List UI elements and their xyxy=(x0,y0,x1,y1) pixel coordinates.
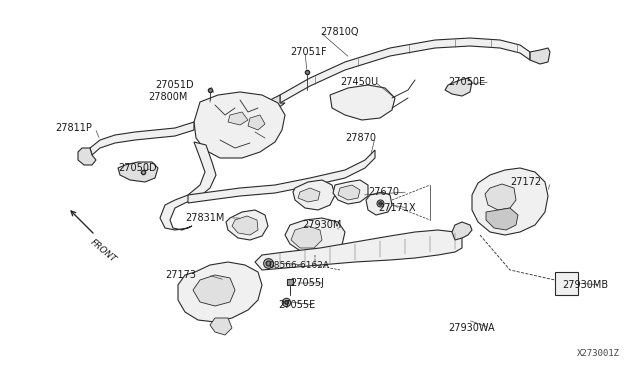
Polygon shape xyxy=(445,78,472,96)
Text: 27172: 27172 xyxy=(510,177,541,187)
Text: 27450U: 27450U xyxy=(340,77,378,87)
Polygon shape xyxy=(298,188,320,202)
Polygon shape xyxy=(330,85,395,120)
Polygon shape xyxy=(160,142,216,230)
Polygon shape xyxy=(78,148,96,165)
Text: 27055J: 27055J xyxy=(290,278,324,288)
Text: 08566-6162A: 08566-6162A xyxy=(268,260,329,269)
Text: FRONT: FRONT xyxy=(88,238,117,264)
Polygon shape xyxy=(285,218,345,255)
Text: 27173: 27173 xyxy=(165,270,196,280)
Polygon shape xyxy=(280,38,530,103)
Polygon shape xyxy=(118,162,158,182)
Polygon shape xyxy=(226,210,268,240)
Polygon shape xyxy=(255,230,462,270)
Text: 27050D: 27050D xyxy=(118,163,157,173)
Text: 27051F: 27051F xyxy=(290,47,326,57)
Polygon shape xyxy=(194,92,285,158)
Text: 27870: 27870 xyxy=(345,133,376,143)
Polygon shape xyxy=(90,122,194,155)
Text: X273001Z: X273001Z xyxy=(577,349,620,358)
Polygon shape xyxy=(293,180,335,210)
Polygon shape xyxy=(472,168,548,235)
Text: 27811P: 27811P xyxy=(55,123,92,133)
Polygon shape xyxy=(333,180,368,204)
Polygon shape xyxy=(555,272,578,295)
Polygon shape xyxy=(210,318,232,335)
Polygon shape xyxy=(338,185,360,200)
Polygon shape xyxy=(188,150,375,203)
Text: 27930M: 27930M xyxy=(302,220,341,230)
Polygon shape xyxy=(452,222,472,240)
Polygon shape xyxy=(232,216,258,235)
Polygon shape xyxy=(485,184,516,210)
Polygon shape xyxy=(366,192,392,215)
Text: 27800M: 27800M xyxy=(148,92,188,102)
Polygon shape xyxy=(248,115,265,130)
Polygon shape xyxy=(193,275,235,306)
Polygon shape xyxy=(228,112,248,125)
Polygon shape xyxy=(486,208,518,230)
Text: 27930MB: 27930MB xyxy=(562,280,608,290)
Text: 27051D: 27051D xyxy=(155,80,194,90)
Text: 27171X: 27171X xyxy=(378,203,415,213)
Text: 27050E: 27050E xyxy=(448,77,485,87)
Polygon shape xyxy=(530,48,550,64)
Text: 27670: 27670 xyxy=(368,187,399,197)
Text: 27930WA: 27930WA xyxy=(448,323,495,333)
Text: 27055E: 27055E xyxy=(278,300,316,310)
Polygon shape xyxy=(178,262,262,322)
Polygon shape xyxy=(268,95,285,108)
Polygon shape xyxy=(291,226,322,248)
Text: 27810Q: 27810Q xyxy=(320,27,358,37)
Text: 27831M: 27831M xyxy=(185,213,225,223)
